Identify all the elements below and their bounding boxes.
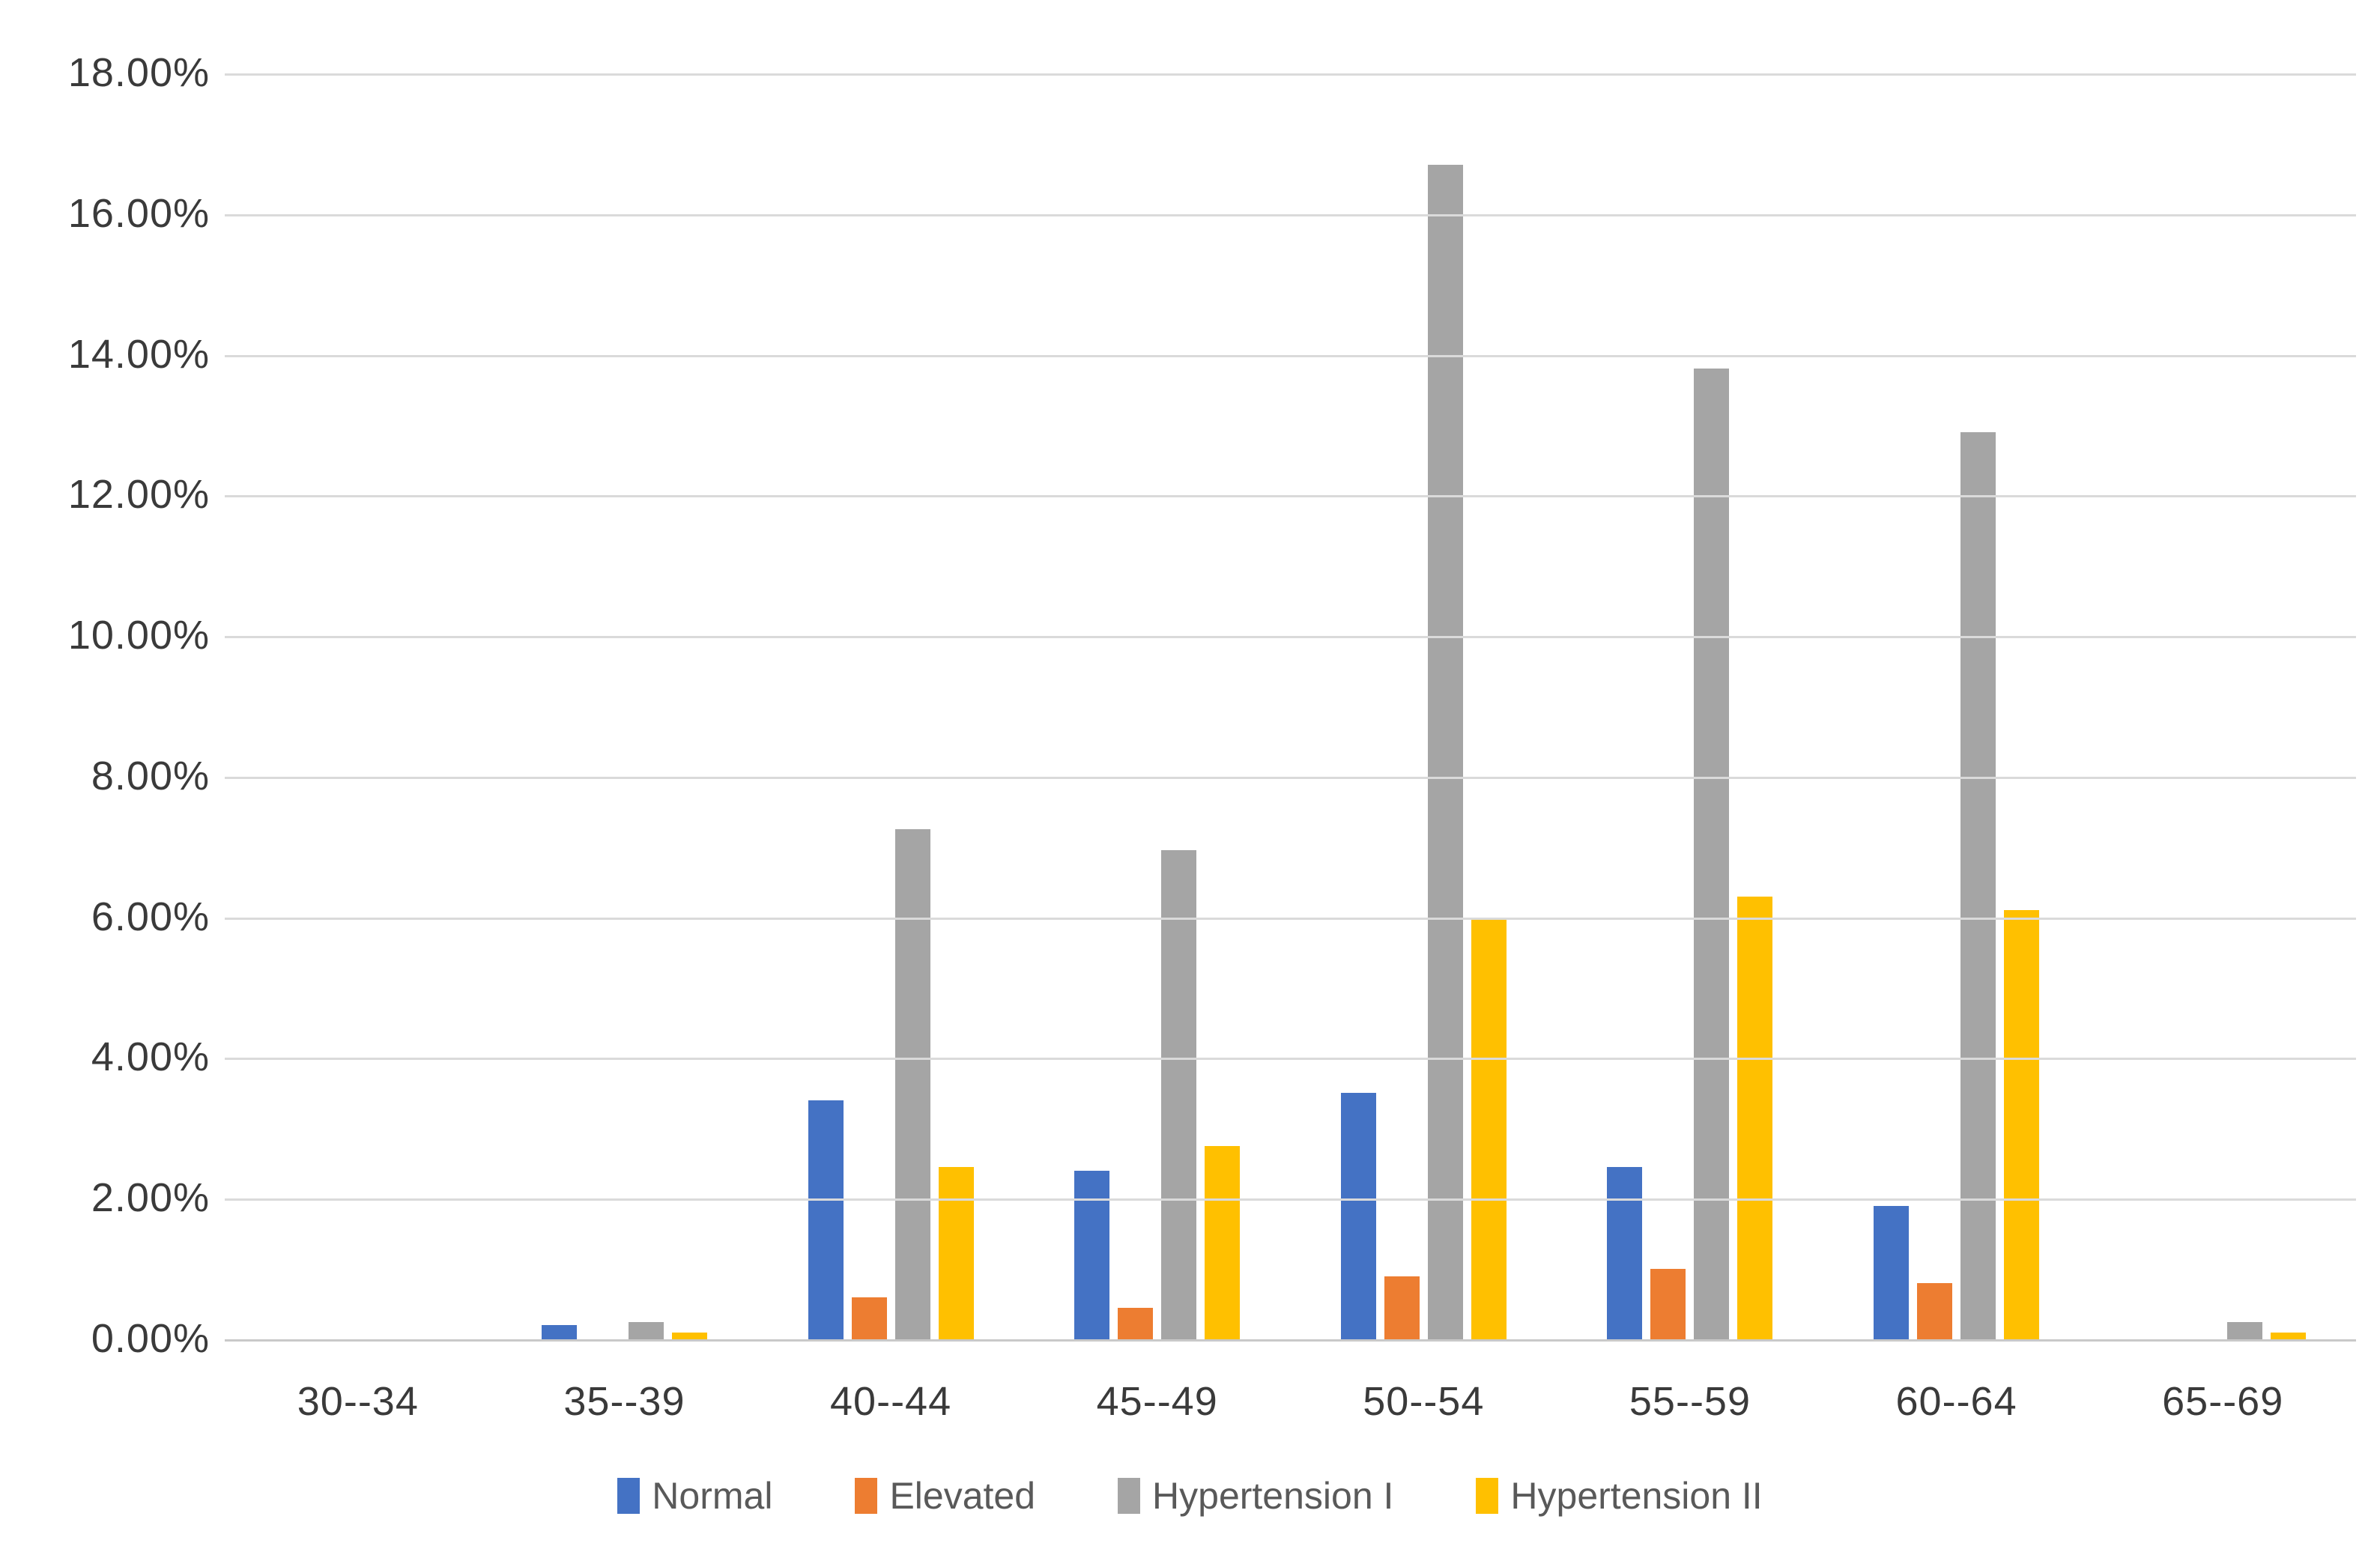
bar-elevated bbox=[851, 1297, 887, 1339]
bar-group-55-59 bbox=[1557, 73, 1823, 1339]
bar-normal bbox=[808, 1100, 844, 1339]
x-category-label: 60--64 bbox=[1895, 1379, 2017, 1424]
bar-hypertension-i bbox=[1427, 165, 1463, 1339]
legend-label: Hypertension II bbox=[1510, 1475, 1763, 1517]
y-tick-label: 6.00% bbox=[91, 894, 210, 939]
bars bbox=[491, 1321, 758, 1339]
bar-hypertension-i bbox=[1694, 369, 1730, 1339]
y-tick-label: 2.00% bbox=[91, 1175, 210, 1220]
bar-hypertension-ii bbox=[938, 1166, 974, 1339]
bars bbox=[757, 829, 1024, 1339]
bar-hypertension-ii bbox=[2270, 1332, 2306, 1339]
y-tick-label: 16.00% bbox=[67, 190, 210, 236]
x-category-label: 50--54 bbox=[1363, 1379, 1485, 1424]
bar-elevated bbox=[1118, 1307, 1154, 1339]
legend-label: Elevated bbox=[889, 1475, 1036, 1517]
legend-label: Hypertension I bbox=[1152, 1475, 1394, 1517]
y-tick-label: 14.00% bbox=[67, 331, 210, 377]
bar-elevated bbox=[1917, 1282, 1953, 1339]
bar-group-50-54 bbox=[1291, 73, 1557, 1339]
bars bbox=[2089, 1321, 2356, 1339]
legend-swatch-icon bbox=[855, 1478, 878, 1514]
x-category-label: 40--44 bbox=[830, 1379, 952, 1424]
legend-label: Normal bbox=[652, 1475, 773, 1517]
legend-swatch-icon bbox=[1476, 1478, 1499, 1514]
y-tick-label: 12.00% bbox=[67, 472, 210, 518]
bar-hypertension-i bbox=[2226, 1321, 2262, 1339]
bar-normal bbox=[1874, 1205, 1910, 1339]
bars bbox=[1823, 431, 2090, 1339]
bar-hypertension-ii bbox=[671, 1332, 707, 1339]
bar-normal bbox=[1074, 1170, 1110, 1339]
legend-swatch-icon bbox=[1118, 1478, 1141, 1514]
x-axis-line bbox=[225, 1339, 2356, 1342]
x-axis: 30--34 35--39 40--44 45--49 50--54 55--59 60--… bbox=[225, 1378, 2356, 1425]
y-tick-label: 0.00% bbox=[91, 1315, 210, 1361]
bars bbox=[1024, 850, 1291, 1339]
legend-item-normal: Normal bbox=[617, 1474, 772, 1518]
bar-hypertension-i bbox=[1161, 850, 1197, 1339]
y-tick-label: 8.00% bbox=[91, 753, 210, 798]
bar-hypertension-i bbox=[894, 829, 930, 1339]
bar-group-35-39 bbox=[491, 73, 758, 1339]
bar-group-60-64 bbox=[1823, 73, 2090, 1339]
bar-hypertension-ii bbox=[1737, 896, 1773, 1339]
y-tick-label: 4.00% bbox=[91, 1034, 210, 1080]
bar-hypertension-i bbox=[1960, 431, 1996, 1339]
legend-item-elevated: Elevated bbox=[855, 1474, 1035, 1518]
legend-swatch-icon bbox=[617, 1478, 641, 1514]
gridline bbox=[225, 636, 2356, 639]
y-tick-label: 18.00% bbox=[67, 49, 210, 95]
gridline bbox=[225, 495, 2356, 498]
legend-item-hypertension-ii: Hypertension II bbox=[1476, 1474, 1763, 1518]
bar-normal bbox=[1340, 1093, 1376, 1339]
bar-hypertension-ii bbox=[1471, 917, 1507, 1339]
bar-elevated bbox=[1650, 1269, 1686, 1339]
legend: Normal Elevated Hypertension I Hypertension… bbox=[0, 1474, 2380, 1518]
x-category-label: 35--39 bbox=[563, 1379, 685, 1424]
bars bbox=[1291, 165, 1557, 1339]
bars bbox=[1557, 369, 1823, 1339]
bar-normal bbox=[1607, 1166, 1643, 1339]
bar-hypertension-ii bbox=[1205, 1145, 1241, 1339]
y-axis: 18.00% 16.00% 14.00% 12.00% 10.00% 8.00% 6.00%… bbox=[0, 0, 210, 1567]
bar-hypertension-i bbox=[628, 1321, 664, 1339]
gridline bbox=[225, 776, 2356, 779]
bar-group-30-34 bbox=[225, 73, 491, 1339]
gridline bbox=[225, 1058, 2356, 1061]
gridline bbox=[225, 354, 2356, 357]
legend-item-hypertension-i: Hypertension I bbox=[1118, 1474, 1393, 1518]
bar-normal bbox=[541, 1325, 577, 1339]
gridline bbox=[225, 213, 2356, 216]
y-tick-label: 10.00% bbox=[67, 612, 210, 658]
gridline bbox=[225, 1198, 2356, 1201]
x-category-label: 30--34 bbox=[297, 1379, 419, 1424]
bar-hypertension-ii bbox=[2004, 910, 2040, 1339]
plot-area bbox=[225, 73, 2356, 1342]
x-category-label: 45--49 bbox=[1096, 1379, 1218, 1424]
gridline bbox=[225, 73, 2356, 76]
bar-elevated bbox=[1384, 1276, 1420, 1339]
bar-group-40-44 bbox=[757, 73, 1024, 1339]
x-category-label: 55--59 bbox=[1629, 1379, 1751, 1424]
x-category-label: 65--69 bbox=[2162, 1379, 2284, 1424]
bar-groups bbox=[225, 73, 2356, 1339]
gridline bbox=[225, 917, 2356, 920]
bar-group-65-69 bbox=[2089, 73, 2356, 1339]
bar-group-45-49 bbox=[1024, 73, 1291, 1339]
